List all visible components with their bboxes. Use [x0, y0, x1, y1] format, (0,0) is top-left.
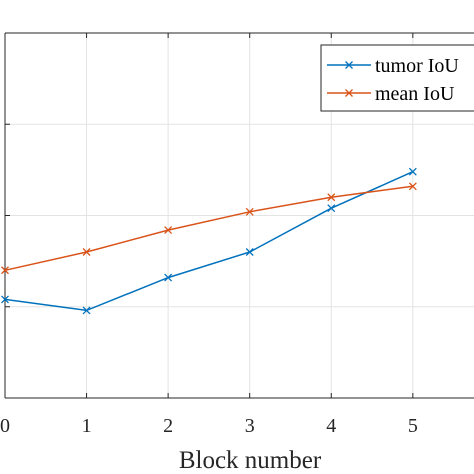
data-point-s1-0: [1, 266, 9, 275]
series-line-1: [4, 185, 413, 272]
data-point-s1-5: [408, 182, 417, 191]
data-point-s1-2: [164, 226, 173, 235]
legend-label-tumor-iou: tumor IoU: [375, 55, 459, 77]
x-tick-label-5: 5: [408, 415, 418, 437]
series-1: [1, 182, 417, 275]
legend-marker-tumor-iou: [345, 61, 353, 69]
x-tick-label-3: 3: [245, 415, 255, 437]
x-axis-label: Block number: [179, 447, 322, 474]
x-tick-label-1: 1: [82, 415, 92, 437]
data-point-s0-4: [327, 204, 336, 213]
x-tick-label-4: 4: [326, 415, 336, 437]
x-tick-labels: 0 1 2 3 4 5: [0, 415, 418, 437]
series-line-0: [4, 171, 414, 312]
data-point-s0-5: [408, 167, 417, 176]
data-point-s0-0: [1, 295, 9, 304]
data-point-s0-2: [164, 273, 173, 282]
legend-box: [320, 44, 474, 112]
series-0: [1, 167, 417, 315]
legend: tumor IoU mean IoU: [320, 44, 474, 112]
data-series: [1, 167, 417, 315]
axes: [4, 32, 474, 399]
x-tick-label-0: 0: [0, 415, 10, 437]
data-point-s1-1: [82, 248, 91, 256]
legend-marker-mean-iou: [345, 89, 353, 97]
x-tick-label-2: 2: [163, 415, 173, 437]
legend-label-mean-iou: mean IoU: [375, 83, 455, 105]
data-point-s0-1: [82, 306, 91, 315]
data-point-s1-4: [327, 193, 336, 202]
data-point-s1-3: [245, 207, 254, 216]
data-point-s0-3: [245, 248, 254, 256]
